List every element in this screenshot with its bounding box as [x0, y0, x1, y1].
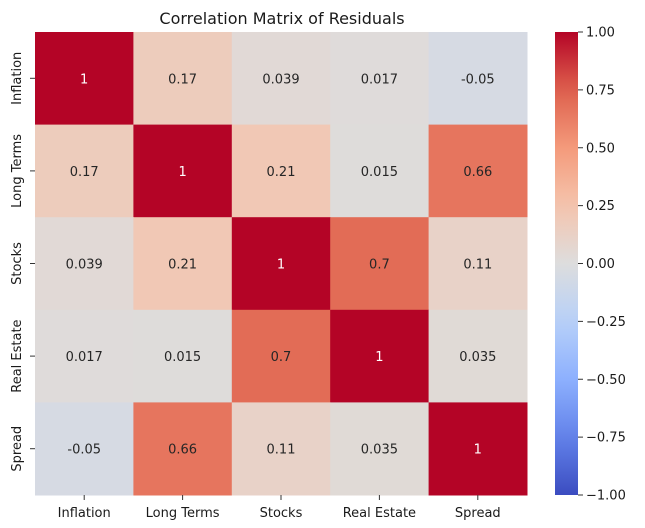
cell-value-label: 0.017 [361, 72, 398, 87]
heatmap-cell [330, 217, 430, 311]
heatmap-cell [35, 402, 134, 496]
heatmap-cell [428, 124, 528, 218]
heatmap-cell [133, 217, 233, 311]
heatmap-cell [330, 309, 430, 403]
cell-value-label: 1 [375, 350, 383, 365]
cell-value-label: 0.039 [66, 258, 103, 273]
x-tick-label: Stocks [260, 506, 303, 521]
cell-value-label: 0.11 [463, 258, 492, 273]
heatmap-cell [35, 217, 134, 311]
colorbar-tick-label: 0.50 [586, 141, 615, 156]
heatmap-cell [35, 32, 134, 126]
heatmap-cell [428, 309, 528, 403]
heatmap-cell [133, 32, 233, 126]
heatmap-cell [330, 32, 430, 126]
heatmap-cell [35, 309, 134, 403]
y-tick-label: Stocks [10, 242, 25, 285]
cell-value-label: -0.05 [67, 443, 101, 458]
colorbar-tick-label: −0.25 [586, 315, 626, 330]
cell-value-label: 0.015 [361, 165, 398, 180]
y-axis: Inflation Long Terms Stocks Real Estate Spre… [10, 52, 35, 472]
x-tick-label: Inflation [58, 506, 111, 521]
y-tick-label: Long Terms [10, 134, 25, 208]
heatmap-cell [231, 32, 331, 126]
colorbar-tick-label: −1.00 [586, 489, 626, 504]
cell-value-label: 1 [178, 165, 186, 180]
x-tick-label: Spread [455, 506, 501, 521]
heatmap-cell [231, 124, 331, 218]
colorbar-tick-label: 0.75 [586, 83, 615, 98]
x-axis: Inflation Long Terms Stocks Real Estate Spre… [58, 495, 501, 521]
chart-title: Correlation Matrix of Residuals [159, 9, 404, 28]
cell-value-label: 0.21 [267, 165, 296, 180]
cell-value-label: 0.17 [70, 165, 99, 180]
cell-value-label: 0.035 [459, 350, 496, 365]
colorbar-tick-label: 0.00 [586, 257, 615, 272]
colorbar-gradient [555, 32, 578, 495]
heatmap-cell [231, 402, 331, 496]
heatmap-cells: 1 0.17 0.039 0.017 -0.05 0.17 1 0.21 0.015 0.66 0.… [35, 32, 528, 496]
x-tick-label: Long Terms [146, 506, 220, 521]
cell-value-label: 0.21 [168, 258, 197, 273]
cell-value-label: 0.039 [262, 72, 299, 87]
cell-value-label: 0.7 [271, 350, 292, 365]
y-tick-label: Spread [10, 426, 25, 472]
colorbar: 1.00 0.75 0.50 0.25 0.00 −0.25 −0.50 −0.75 −1.00 [555, 26, 626, 504]
cell-value-label: 0.17 [168, 72, 197, 87]
cell-value-label: 1 [80, 72, 88, 87]
heatmap-cell [428, 402, 528, 496]
cell-value-label: 0.7 [369, 258, 390, 273]
heatmap-cell [231, 309, 331, 403]
colorbar-tick-label: 0.25 [586, 199, 615, 214]
cell-value-label: 0.017 [66, 350, 103, 365]
heatmap-cell [428, 32, 528, 126]
x-tick-label: Real Estate [343, 506, 416, 521]
cell-value-label: 1 [474, 443, 482, 458]
cell-value-label: 0.035 [361, 443, 398, 458]
heatmap-cell [330, 402, 430, 496]
heatmap-cell [330, 124, 430, 218]
cell-value-label: 0.66 [168, 443, 197, 458]
colorbar-tick-label: −0.50 [586, 373, 626, 388]
heatmap-cell [428, 217, 528, 311]
colorbar-tick-label: −0.75 [586, 431, 626, 446]
heatmap-cell [231, 217, 331, 311]
heatmap-cell [35, 124, 134, 218]
y-tick-label: Real Estate [10, 319, 25, 392]
cell-value-label: 0.11 [267, 443, 296, 458]
colorbar-tick-label: 1.00 [586, 26, 615, 41]
cell-value-label: 0.015 [164, 350, 201, 365]
cell-value-label: 0.66 [463, 165, 492, 180]
cell-value-label: -0.05 [461, 72, 495, 87]
y-tick-label: Inflation [10, 52, 25, 105]
heatmap-cell [133, 309, 233, 403]
cell-value-label: 1 [277, 258, 285, 273]
heatmap-cell [133, 402, 233, 496]
heatmap-cell [133, 124, 233, 218]
